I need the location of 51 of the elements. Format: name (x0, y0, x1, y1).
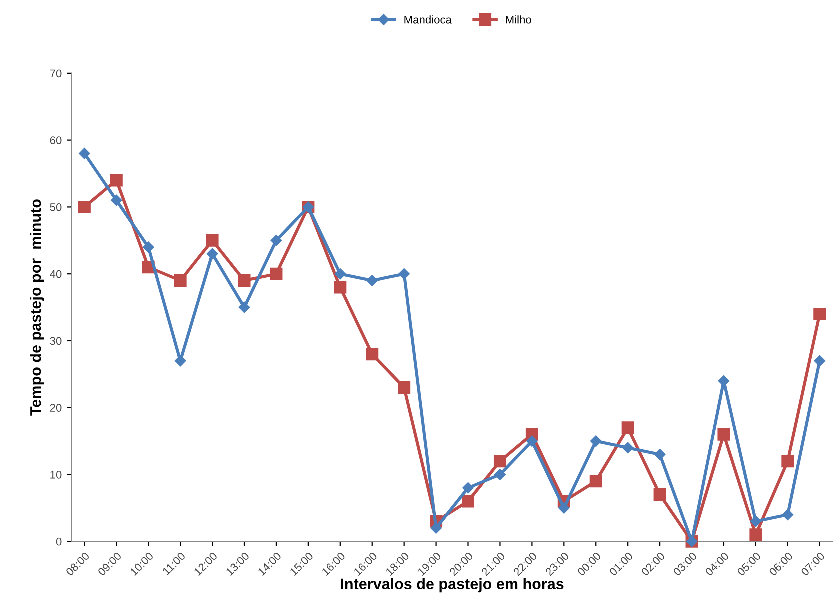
point (238, 274, 251, 288)
y-tick-label: 70 (50, 70, 62, 78)
point (334, 268, 346, 280)
point (366, 348, 379, 361)
y-tick-label: 30 (50, 337, 62, 346)
point (462, 482, 474, 494)
point (558, 502, 570, 514)
y-axis-title: Tempo de pastejo por minuto (30, 200, 44, 416)
legend-label: Mandioca (404, 16, 452, 24)
point (398, 268, 410, 280)
point (174, 355, 186, 367)
point (814, 308, 826, 320)
point (494, 455, 506, 468)
y-tick-label: 40 (50, 270, 62, 278)
x-axis-title: Intervalos de pastejo em horas (341, 578, 564, 593)
point (206, 234, 219, 247)
point (622, 442, 634, 454)
point (430, 522, 442, 534)
point (526, 436, 538, 447)
point (110, 174, 123, 187)
point (782, 509, 794, 520)
point (718, 428, 730, 441)
point (494, 469, 506, 480)
point (111, 194, 122, 206)
point (590, 475, 602, 488)
point (654, 488, 666, 502)
point (79, 148, 90, 160)
point (782, 455, 794, 468)
point (238, 302, 250, 314)
y-tick-label: 20 (50, 404, 62, 412)
point (143, 242, 154, 253)
point (814, 355, 826, 367)
point (174, 274, 187, 288)
point (462, 495, 475, 508)
point (366, 275, 378, 286)
point (750, 516, 762, 528)
legend-label: Milho (506, 16, 532, 24)
point (750, 528, 762, 542)
point (270, 268, 283, 280)
point (334, 281, 347, 294)
y-tick-label: 10 (50, 471, 62, 479)
y-tick-label: 50 (50, 203, 62, 212)
point (590, 436, 602, 447)
point (78, 200, 91, 214)
point (398, 382, 411, 394)
point (654, 449, 666, 460)
point (270, 235, 282, 246)
y-tick-label: 60 (50, 136, 62, 144)
y-tick-label: 0 (56, 538, 62, 546)
point (206, 248, 218, 260)
point (622, 422, 634, 434)
